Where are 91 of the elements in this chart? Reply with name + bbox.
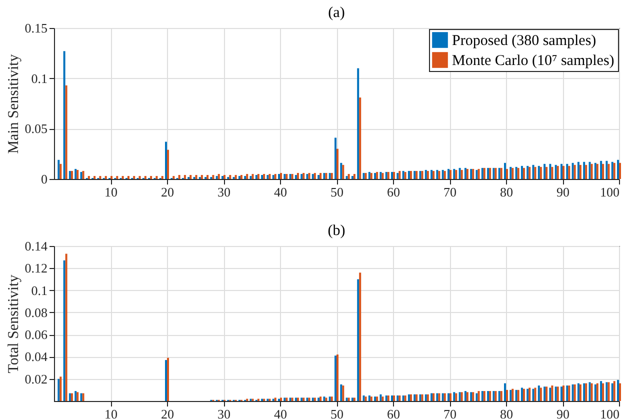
y-tick-label: 0.06 [24,327,48,342]
legend-label: Proposed (380 samples) [452,33,596,49]
bar [161,176,164,179]
bar [110,176,112,179]
bar [617,160,619,179]
y-tick-label: 0.05 [24,121,48,136]
y-tick-label: 0.1 [31,70,48,86]
bar [65,85,68,179]
x-tick-label: 50 [330,184,344,200]
x-tick-label: 60 [387,406,400,420]
bar [382,396,384,401]
legend-label: Monte Carlo (10⁷ samples) [452,53,614,69]
bar [165,360,167,401]
bar [156,176,158,179]
bar [504,383,506,401]
y-tick-label: 0 [41,172,48,186]
x-tick-label: 80 [500,184,513,200]
bar [116,176,118,179]
bar [122,176,124,179]
y-tick-label: 0.1 [31,282,48,298]
bar [546,166,548,179]
bar [357,68,360,179]
x-tick-label: 70 [444,406,456,420]
bar [172,176,175,179]
bar [357,279,360,401]
y-tick-label: 0.02 [24,371,48,386]
bar [63,51,66,179]
bar [336,148,338,179]
bar [178,174,180,179]
x-tick-label: 40 [274,184,287,200]
x-tick-label: 70 [444,184,456,200]
y-tick-label: 0.08 [24,304,48,320]
bar [60,164,62,179]
bar [619,162,621,179]
x-tick-label: 60 [387,184,400,200]
bar [165,142,167,179]
bar [65,254,68,401]
bar [549,164,552,179]
bar [359,272,362,401]
bar [138,176,141,179]
bar [619,383,621,401]
bar [577,162,580,179]
bar [606,160,608,179]
x-tick-label: 30 [218,184,230,200]
y-tick-label: 0.14 [24,238,48,254]
x-tick-label: 20 [161,406,174,420]
y-axis-title: Total Sensitivity [6,274,22,374]
bar [58,160,60,179]
bar [133,176,136,179]
bar [544,164,546,179]
bar [104,176,107,179]
y-tick-label: 0.15 [24,20,48,36]
bar [94,176,96,179]
x-tick-label: 80 [500,406,513,420]
bar [167,150,169,179]
bar [579,164,582,179]
bar [551,166,554,179]
x-tick-label: 10 [104,406,118,420]
y-axis-title: Main Sensitivity [6,54,22,154]
bar [99,176,102,179]
x-tick-label: 90 [556,406,570,420]
bar [167,358,169,401]
bar [506,390,508,401]
bar [506,168,508,179]
chart-title: (a) [328,5,345,21]
bar [583,162,586,179]
bar [359,97,362,179]
bar [88,176,90,179]
y-tick-label: 0.04 [24,349,48,364]
x-tick-label: 40 [274,406,287,420]
bar [504,162,506,179]
bar [608,164,610,179]
bar [334,138,336,179]
bar [63,260,66,401]
x-tick-label: 10 [104,184,118,200]
bar [144,176,146,179]
x-tick-label: 50 [330,406,344,420]
x-tick-label: 20 [161,184,174,200]
bar [184,174,186,179]
x-tick-label: 30 [218,406,230,420]
bar [380,394,382,401]
y-tick-label: 0.12 [24,260,48,276]
bar [600,160,602,179]
chart-title: (b) [328,223,346,239]
bar [585,164,588,179]
bar [602,164,604,179]
x-tick-label: 90 [556,184,570,200]
bar [150,176,152,179]
bar [617,380,619,401]
x-tick-label: 100 [600,406,620,420]
x-tick-label: 100 [600,184,620,200]
